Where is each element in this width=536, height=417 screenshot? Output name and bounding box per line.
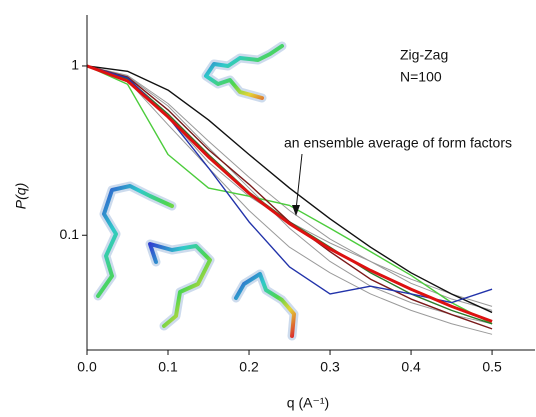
y-axis-label: P(q) xyxy=(13,183,29,209)
annotation: N=100 xyxy=(400,69,442,85)
x-tick-label: 0.0 xyxy=(77,359,97,375)
series-line xyxy=(86,65,493,311)
annotation-arrow xyxy=(292,153,303,216)
x-tick-label: 0.1 xyxy=(158,359,178,375)
x-tick-label: 0.3 xyxy=(320,359,340,375)
plot-area xyxy=(86,64,493,335)
series-line xyxy=(86,65,493,304)
series-line xyxy=(86,65,493,325)
annotation: an ensemble average of form factors xyxy=(284,135,512,151)
y-tick-label: 1 xyxy=(71,57,79,73)
x-tick-label: 0.5 xyxy=(482,359,502,375)
x-tick-label: 0.4 xyxy=(401,359,421,375)
protein-illustrations xyxy=(93,41,299,341)
x-axis-label: q (A⁻¹) xyxy=(287,395,329,411)
series-line xyxy=(86,64,493,323)
series-line xyxy=(86,65,493,325)
x-tick-label: 0.2 xyxy=(239,359,259,375)
annotation: Zig-Zag xyxy=(400,47,448,63)
series-line xyxy=(86,65,493,335)
series-line xyxy=(86,65,493,314)
y-tick-label: 0.1 xyxy=(60,226,80,242)
